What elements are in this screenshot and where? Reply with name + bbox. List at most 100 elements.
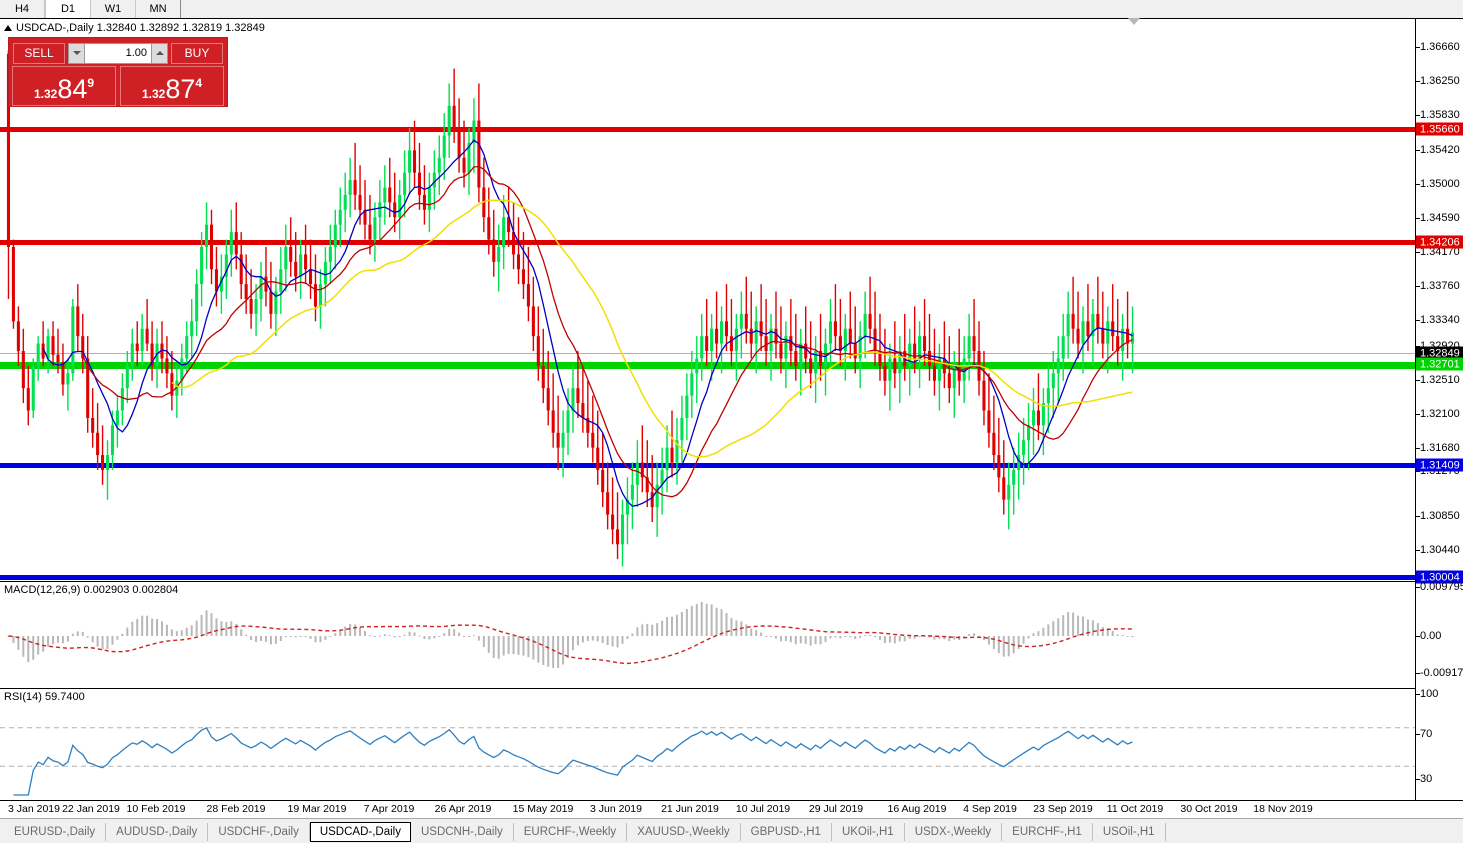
- rsi-axis-tick: [1416, 694, 1420, 695]
- sell-button[interactable]: SELL: [13, 42, 65, 64]
- timeframe-button-d1[interactable]: D1: [45, 0, 91, 18]
- price-axis-label: 1.32100: [1420, 408, 1460, 420]
- rsi-panel-separator: [0, 688, 1415, 689]
- price-axis-tick: [1416, 252, 1420, 253]
- date-axis-label: 10 Feb 2019: [126, 803, 186, 815]
- lot-size-stepper[interactable]: 1.00: [68, 42, 168, 64]
- level-line-support-green[interactable]: [0, 362, 1415, 369]
- chart-tab[interactable]: GBPUSD-,H1: [741, 822, 832, 841]
- price-axis-label: 1.35830: [1420, 109, 1460, 121]
- chart-tab[interactable]: USOil-,H1: [1093, 822, 1166, 841]
- date-axis-label: 4 Sep 2019: [963, 803, 1017, 815]
- chart-tab[interactable]: AUDUSD-,Daily: [106, 822, 209, 841]
- price-axis[interactable]: 1.36660 1.36250 1.35830 1.35420 1.35000 1.345…: [1415, 19, 1463, 801]
- chart-tab[interactable]: USDX-,Weekly: [905, 822, 1003, 841]
- chart-tab[interactable]: USDCHF-,Daily: [208, 822, 310, 841]
- chart-tab[interactable]: XAUUSD-,Weekly: [627, 822, 741, 841]
- price-axis-tick: [1416, 320, 1420, 321]
- chart-plot-area[interactable]: USDCAD-,Daily 1.32840 1.32892 1.32819 1.…: [0, 19, 1415, 801]
- price-axis-tick: [1416, 471, 1420, 472]
- date-axis-label: 29 Jul 2019: [808, 803, 864, 815]
- price-axis-badge[interactable]: 1.31409: [1416, 458, 1463, 472]
- date-axis-label: 11 Oct 2019: [1106, 803, 1164, 815]
- chart-tab[interactable]: EURCHF-,Weekly: [514, 822, 628, 841]
- timeframe-label: H4: [14, 3, 30, 15]
- date-axis[interactable]: 3 Jan 2019 22 Jan 2019 10 Feb 2019 28 Feb 2…: [0, 800, 1463, 818]
- rsi-axis-label: 30: [1420, 773, 1433, 785]
- date-axis-label: 21 Jun 2019: [661, 803, 719, 815]
- chart-tab[interactable]: EURUSD-,Daily: [4, 822, 107, 841]
- date-axis-label: 15 May 2019: [512, 803, 574, 815]
- macd-axis-label: -0.009178: [1420, 667, 1463, 679]
- price-axis-tick: [1416, 414, 1420, 415]
- date-axis-label: 7 Apr 2019: [363, 803, 415, 815]
- price-axis-tick: [1416, 150, 1420, 151]
- symbol-ohlc-text: USDCAD-,Daily 1.32840 1.32892 1.32819 1.…: [16, 22, 265, 34]
- date-axis-label: 26 Apr 2019: [434, 803, 492, 815]
- price-axis-tick: [1416, 550, 1420, 551]
- trade-panel-top-row: SELL 1.00 BUY: [9, 38, 227, 65]
- level-line-support-blue[interactable]: [0, 463, 1415, 468]
- price-axis-tick: [1416, 380, 1420, 381]
- price-axis-label: 1.36250: [1420, 75, 1460, 87]
- price-axis-badge[interactable]: 1.34206: [1416, 235, 1463, 249]
- lot-decrease-button[interactable]: [69, 43, 85, 63]
- rsi-axis-label: 100: [1420, 688, 1439, 700]
- rsi-series: [0, 727, 1415, 796]
- macd-axis-tick: [1416, 673, 1420, 674]
- buy-price-box[interactable]: 1.32 87 4: [120, 66, 224, 106]
- sell-price-box[interactable]: 1.32 84 9: [12, 66, 116, 106]
- timeframe-toolbar: H4 D1 W1 MN: [0, 0, 1463, 19]
- price-axis-label: 1.30850: [1420, 510, 1460, 522]
- chart-tab[interactable]: EURCHF-,H1: [1002, 822, 1093, 841]
- chart-shift-marker[interactable]: [1128, 18, 1140, 25]
- date-axis-label: 28 Feb 2019: [206, 803, 266, 815]
- lot-size-value[interactable]: 1.00: [85, 43, 151, 63]
- price-axis-tick: [1416, 286, 1420, 287]
- chart-tab[interactable]: USDCNH-,Daily: [411, 822, 514, 841]
- one-click-trading-panel[interactable]: SELL 1.00 BUY 1.32 84 9 1.32 87 4: [8, 37, 228, 107]
- chart-frame: USDCAD-,Daily 1.32840 1.32892 1.32819 1.…: [0, 18, 1463, 801]
- lot-increase-button[interactable]: [151, 43, 167, 63]
- timeframe-label: MN: [149, 3, 167, 15]
- macd-panel-separator: [0, 581, 1415, 582]
- price-axis-badge[interactable]: 1.32849: [1416, 346, 1463, 360]
- date-axis-label: 30 Oct 2019: [1180, 803, 1238, 815]
- symbol-header: USDCAD-,Daily 1.32840 1.32892 1.32819 1.…: [4, 22, 265, 34]
- date-axis-label: 10 Jul 2019: [735, 803, 791, 815]
- timeframe-button-w1[interactable]: W1: [91, 0, 136, 18]
- triangle-up-icon: [4, 25, 12, 31]
- price-axis-badge[interactable]: 1.32701: [1416, 357, 1463, 371]
- price-axis-badge[interactable]: 1.30004: [1416, 570, 1463, 584]
- trade-panel-prices: 1.32 84 9 1.32 87 4: [9, 65, 227, 109]
- buy-price-main: 87: [165, 74, 196, 104]
- price-axis-badge[interactable]: 1.35660: [1416, 122, 1463, 136]
- level-line-resistance-mid[interactable]: [0, 240, 1415, 245]
- price-axis-label: 1.34170: [1420, 246, 1460, 258]
- price-axis-label: 1.30440: [1420, 544, 1460, 556]
- buy-button[interactable]: BUY: [171, 42, 223, 64]
- macd-series: [7, 602, 1134, 669]
- price-axis-tick: [1416, 448, 1420, 449]
- price-axis-label: 1.31680: [1420, 442, 1460, 454]
- date-axis-label: 23 Sep 2019: [1033, 803, 1093, 815]
- chart-tab-active[interactable]: USDCAD-,Daily: [309, 821, 411, 842]
- level-line-support-lower-blue[interactable]: [0, 575, 1415, 580]
- price-axis-tick: [1416, 47, 1420, 48]
- chart-tab-bar: EURUSD-,Daily AUDUSD-,Daily USDCHF-,Daily U…: [0, 818, 1463, 843]
- date-axis-label: 3 Jan 2019: [8, 803, 60, 815]
- timeframe-button-h4[interactable]: H4: [0, 0, 45, 18]
- date-axis-label: 22 Jan 2019: [62, 803, 120, 815]
- buy-price-prefix: 1.32: [141, 87, 166, 101]
- chevron-down-icon: [72, 51, 81, 55]
- chart-tab[interactable]: UKOil-,H1: [832, 822, 905, 841]
- price-axis-label: 1.33340: [1420, 314, 1460, 326]
- price-axis-tick: [1416, 184, 1420, 185]
- timeframe-label: D1: [60, 3, 76, 15]
- level-line-resistance-upper[interactable]: [0, 127, 1415, 132]
- timeframe-button-mn[interactable]: MN: [136, 0, 181, 18]
- date-axis-label: 16 Aug 2019: [887, 803, 947, 815]
- candlestick-series: [6, 50, 1135, 567]
- chevron-up-icon: [155, 51, 164, 55]
